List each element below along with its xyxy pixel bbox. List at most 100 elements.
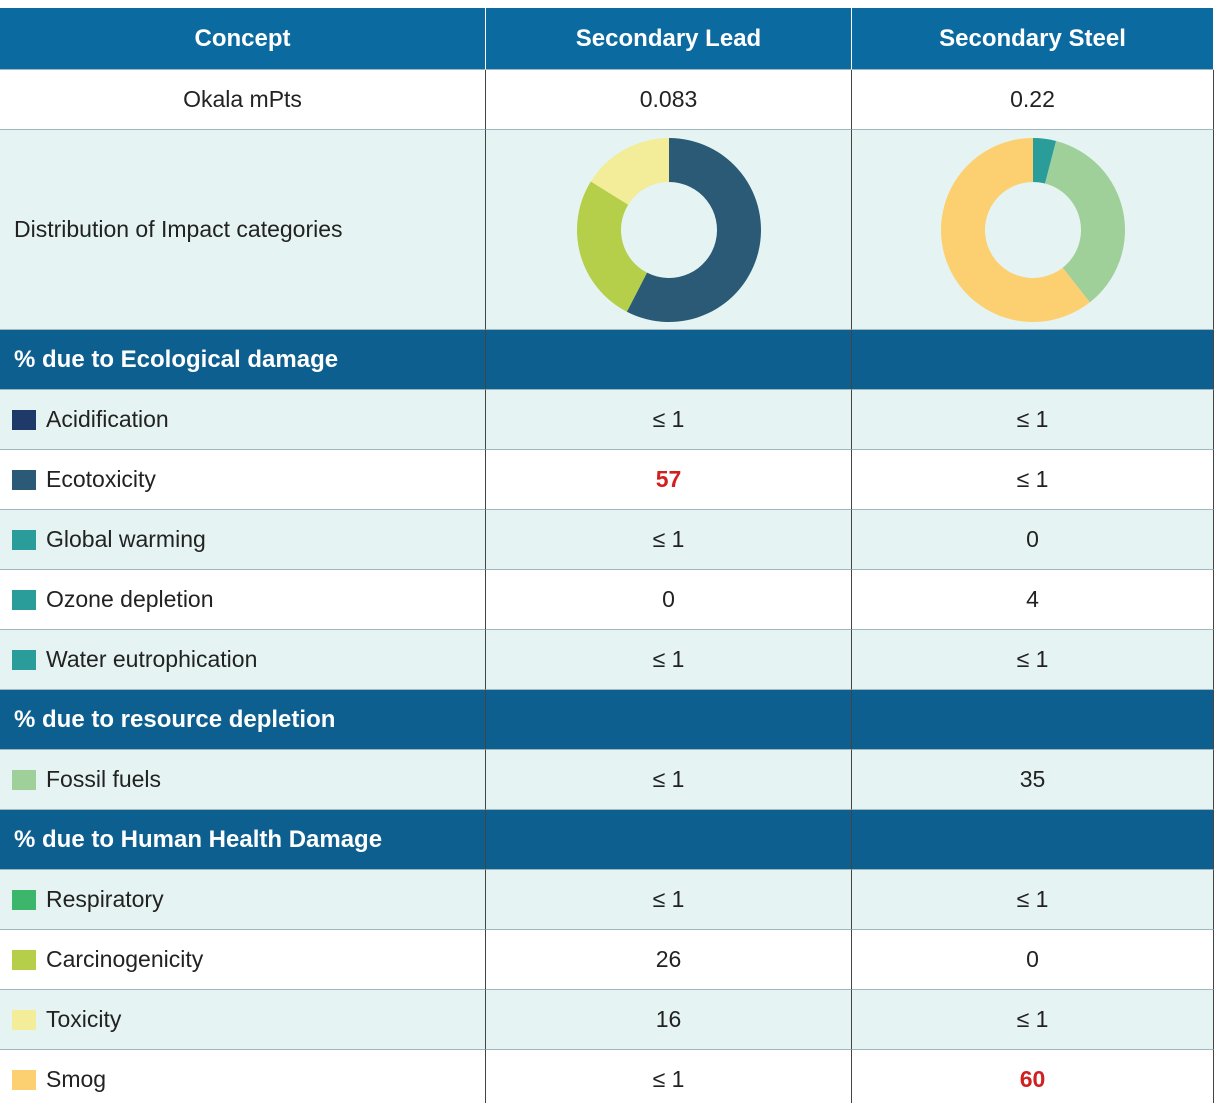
row-label-text: Smog	[46, 1066, 107, 1092]
section-cell	[852, 810, 1214, 870]
value-cell: ≤ 1	[486, 1050, 852, 1103]
value-cell-text: ≤ 1	[652, 886, 685, 912]
donut-segment	[1045, 140, 1125, 303]
value-cell-text: ≤ 1	[1016, 406, 1049, 432]
section-title-text: % due to resource depletion	[14, 705, 336, 733]
row-label-text: Carcinogenicity	[46, 946, 204, 972]
row-label: Okala mPts	[0, 70, 486, 130]
value-cell: ≤ 1	[486, 870, 852, 930]
column-header-text: Concept	[194, 24, 291, 52]
section-title: % due to Ecological damage	[0, 330, 486, 390]
value-cell: ≤ 1	[486, 390, 852, 450]
value-cell-text: ≤ 1	[1016, 886, 1049, 912]
value-cell: 4	[852, 570, 1214, 630]
row-label-text: Distribution of Impact categories	[14, 216, 343, 242]
value-cell: 0	[852, 510, 1214, 570]
value-cell-text: 57	[655, 466, 682, 492]
donut-chart	[577, 138, 761, 322]
value-cell: ≤ 1	[852, 630, 1214, 690]
row-label-text: Okala mPts	[183, 86, 302, 112]
score-value-text: 0.083	[639, 86, 698, 112]
section-title-text: % due to Human Health Damage	[14, 825, 383, 853]
value-cell-text: ≤ 1	[1016, 1006, 1049, 1032]
value-cell: ≤ 1	[852, 390, 1214, 450]
value-cell-text: 26	[655, 946, 682, 972]
row-label-text: Ecotoxicity	[46, 466, 156, 492]
value-cell-text: 0	[662, 586, 675, 612]
row-label: Water eutrophication	[0, 630, 486, 690]
value-cell-text: 0	[1026, 946, 1039, 972]
row-label: Ecotoxicity	[0, 450, 486, 510]
value-cell-text: ≤ 1	[652, 406, 685, 432]
legend-swatch	[12, 649, 36, 670]
legend-swatch	[12, 1009, 36, 1030]
value-cell: ≤ 1	[852, 450, 1214, 510]
column-header-text: Secondary Lead	[575, 24, 762, 52]
value-cell: ≤ 1	[486, 510, 852, 570]
section-cell	[852, 330, 1214, 390]
column-header: Secondary Steel	[852, 8, 1214, 70]
row-label: Carcinogenicity	[0, 930, 486, 990]
donut-segment	[590, 138, 669, 205]
legend-swatch	[12, 949, 36, 970]
score-value-text: 0.22	[1010, 86, 1055, 112]
section-title: % due to resource depletion	[0, 690, 486, 750]
value-cell-text: ≤ 1	[1016, 646, 1049, 672]
column-header: Concept	[0, 8, 486, 70]
legend-swatch	[12, 769, 36, 790]
row-label: Distribution of Impact categories	[0, 130, 486, 330]
donut-segment	[941, 138, 1090, 322]
value-cell-text: ≤ 1	[652, 766, 685, 792]
section-title: % due to Human Health Damage	[0, 810, 486, 870]
value-cell-text: ≤ 1	[1016, 466, 1049, 492]
value-cell: 60	[852, 1050, 1214, 1103]
row-label: Ozone depletion	[0, 570, 486, 630]
score-value: 0.22	[852, 70, 1214, 130]
row-label-text: Global warming	[46, 526, 206, 552]
row-label-text: Respiratory	[46, 886, 164, 912]
value-cell: 57	[486, 450, 852, 510]
value-cell-text: 0	[1026, 526, 1039, 552]
row-label: Smog	[0, 1050, 486, 1103]
row-label-text: Water eutrophication	[46, 646, 258, 672]
row-label: Global warming	[0, 510, 486, 570]
row-label-text: Toxicity	[46, 1006, 122, 1032]
section-cell	[852, 690, 1214, 750]
row-label-text: Ozone depletion	[46, 586, 214, 612]
donut-segment	[1033, 138, 1057, 184]
row-label-text: Acidification	[46, 406, 169, 432]
value-cell: 16	[486, 990, 852, 1050]
legend-swatch	[12, 589, 36, 610]
value-cell-text: 4	[1026, 586, 1039, 612]
value-cell: ≤ 1	[852, 990, 1214, 1050]
value-cell-text: 16	[655, 1006, 682, 1032]
legend-swatch	[12, 889, 36, 910]
row-label: Toxicity	[0, 990, 486, 1050]
value-cell-text: 35	[1019, 766, 1046, 792]
donut-chart	[941, 138, 1125, 322]
legend-swatch	[12, 409, 36, 430]
legend-swatch	[12, 1069, 36, 1090]
section-cell	[486, 690, 852, 750]
value-cell: 0	[486, 570, 852, 630]
row-label: Respiratory	[0, 870, 486, 930]
value-cell-text: ≤ 1	[652, 646, 685, 672]
column-header-text: Secondary Steel	[939, 24, 1126, 52]
value-cell: 35	[852, 750, 1214, 810]
donut-segment	[577, 181, 648, 312]
column-header: Secondary Lead	[486, 8, 852, 70]
row-label: Fossil fuels	[0, 750, 486, 810]
row-label: Acidification	[0, 390, 486, 450]
value-cell: ≤ 1	[852, 870, 1214, 930]
score-value: 0.083	[486, 70, 852, 130]
row-label-text: Fossil fuels	[46, 766, 162, 792]
value-cell: 26	[486, 930, 852, 990]
section-cell	[486, 810, 852, 870]
legend-swatch	[12, 469, 36, 490]
value-cell-text: ≤ 1	[652, 1066, 685, 1092]
section-cell	[486, 330, 852, 390]
value-cell: ≤ 1	[486, 630, 852, 690]
legend-swatch	[12, 529, 36, 550]
value-cell: 0	[852, 930, 1214, 990]
